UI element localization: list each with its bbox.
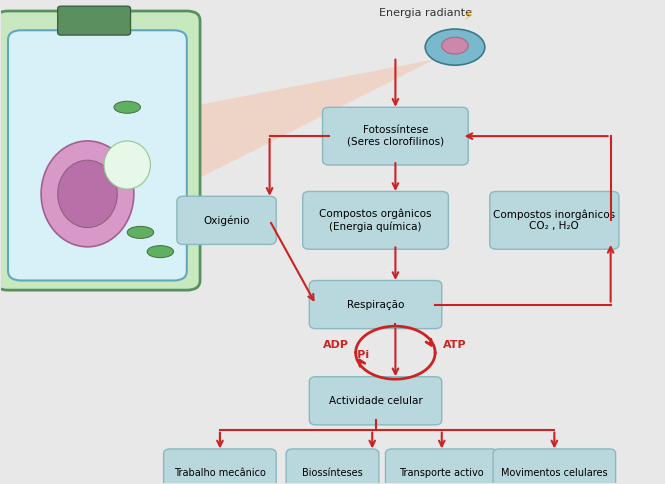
Ellipse shape [147, 245, 174, 257]
FancyBboxPatch shape [386, 449, 498, 484]
Text: Energia radiante: Energia radiante [378, 8, 471, 18]
Ellipse shape [114, 101, 140, 113]
Text: Actividade celular: Actividade celular [329, 396, 422, 406]
Text: Transporte activo: Transporte activo [400, 468, 484, 478]
Text: ⚡: ⚡ [464, 9, 473, 23]
Polygon shape [187, 59, 435, 184]
Text: Movimentos celulares: Movimentos celulares [501, 468, 608, 478]
Text: Respiração: Respiração [347, 300, 404, 310]
Text: Compostos orgânicos
(Energia química): Compostos orgânicos (Energia química) [319, 209, 432, 232]
Text: ADP: ADP [323, 340, 349, 350]
FancyBboxPatch shape [8, 30, 187, 281]
FancyBboxPatch shape [323, 107, 468, 165]
FancyBboxPatch shape [286, 449, 379, 484]
Text: Oxigénio: Oxigénio [203, 215, 250, 226]
Text: Fotossíntese
(Seres clorofilinos): Fotossíntese (Seres clorofilinos) [347, 125, 444, 147]
Ellipse shape [104, 141, 150, 189]
FancyBboxPatch shape [0, 11, 200, 290]
Text: Compostos inorgânicos
CO₂ , H₂O: Compostos inorgânicos CO₂ , H₂O [493, 209, 615, 231]
Text: ·Pi: ·Pi [354, 350, 370, 360]
Ellipse shape [58, 160, 117, 227]
Text: Trabalho mecânico: Trabalho mecânico [174, 468, 266, 478]
Ellipse shape [425, 29, 485, 65]
FancyBboxPatch shape [303, 192, 448, 249]
Ellipse shape [41, 141, 134, 247]
Text: ATP: ATP [443, 340, 467, 350]
Ellipse shape [127, 227, 154, 239]
FancyBboxPatch shape [164, 449, 276, 484]
FancyBboxPatch shape [490, 192, 619, 249]
Text: Biossínteses: Biossínteses [302, 468, 363, 478]
FancyBboxPatch shape [309, 377, 442, 425]
FancyBboxPatch shape [309, 281, 442, 329]
Ellipse shape [442, 37, 468, 54]
FancyBboxPatch shape [177, 197, 276, 244]
FancyBboxPatch shape [58, 6, 130, 35]
FancyBboxPatch shape [493, 449, 616, 484]
